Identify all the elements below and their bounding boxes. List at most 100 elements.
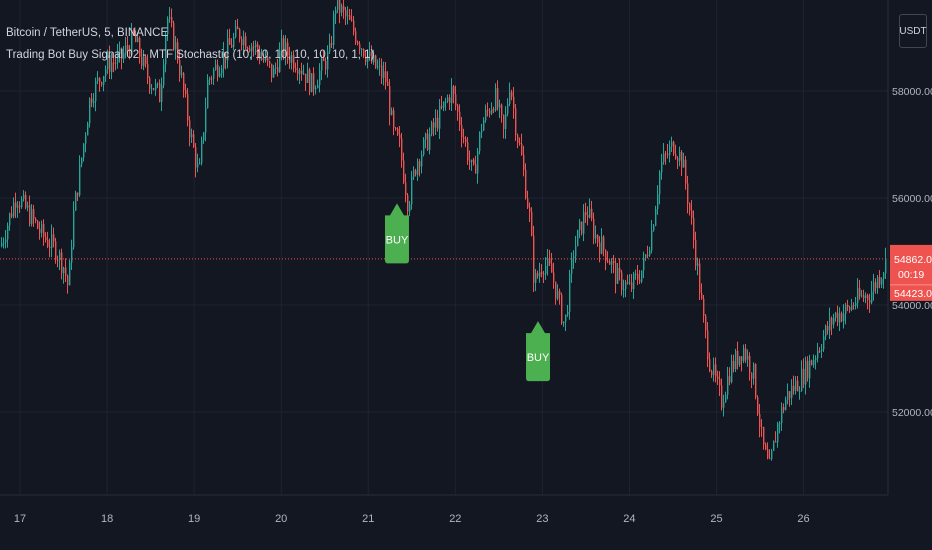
candle-body <box>859 288 861 297</box>
candle-body <box>45 236 47 240</box>
candle-body <box>285 42 287 56</box>
candle-body <box>711 371 713 376</box>
candle-body <box>671 141 673 147</box>
candle-body <box>605 249 607 262</box>
candle-body <box>805 360 807 385</box>
candle-body <box>137 38 139 43</box>
candle-body <box>809 360 811 379</box>
candle-body <box>269 61 271 64</box>
candle-body <box>797 380 799 392</box>
candle-body <box>687 183 689 204</box>
candle-body <box>303 73 305 75</box>
x-tick-label: 17 <box>14 513 26 525</box>
candle-body <box>157 83 159 85</box>
candle-body <box>163 64 165 86</box>
candle-body <box>689 203 691 211</box>
candle-body <box>539 272 541 277</box>
currency-button[interactable]: USDT <box>899 14 927 48</box>
candle-body <box>871 291 873 303</box>
candle-body <box>447 97 449 102</box>
candle-body <box>289 55 291 63</box>
candle-body <box>867 295 869 300</box>
candle-body <box>379 65 381 67</box>
candle-body <box>47 239 49 247</box>
candle-body <box>41 223 43 233</box>
candle-body <box>631 282 633 290</box>
candle-body <box>309 69 311 93</box>
candle-body <box>699 263 701 294</box>
candle-body <box>635 273 637 275</box>
candle-body <box>863 295 865 299</box>
candle-body <box>829 318 831 331</box>
candle-body <box>755 363 757 398</box>
candle-body <box>583 212 585 234</box>
candle-body <box>115 62 117 64</box>
candle-body <box>557 291 559 299</box>
candle-body <box>731 360 733 382</box>
candle-body <box>475 164 477 174</box>
candle-body <box>839 313 841 323</box>
candle-body <box>383 71 385 78</box>
candle-body <box>325 61 327 70</box>
candle-body <box>101 82 103 85</box>
candle-body <box>665 153 667 155</box>
candle-body <box>385 71 387 82</box>
candle-body <box>633 273 635 290</box>
candle-body <box>305 73 307 83</box>
candle-body <box>847 304 849 308</box>
candle-body <box>553 272 555 282</box>
candle-body <box>225 52 227 61</box>
candle-body <box>507 103 509 114</box>
candle-body <box>845 304 847 314</box>
candle-body <box>359 43 361 50</box>
candle-body <box>729 376 731 382</box>
candle-body <box>593 218 595 239</box>
candle-body <box>109 55 111 72</box>
countdown-label: 00:19 <box>898 269 924 281</box>
candle-body <box>625 282 627 290</box>
candle-body <box>575 246 577 257</box>
candle-body <box>855 303 857 306</box>
candle-body <box>795 380 797 391</box>
candle-body <box>851 305 853 310</box>
candle-body <box>205 108 207 133</box>
candle-body <box>551 263 553 273</box>
candle-body <box>331 43 333 45</box>
candle-body <box>861 295 863 297</box>
candle-body <box>265 57 267 61</box>
candle-body <box>271 63 273 78</box>
candle-body <box>317 84 319 89</box>
candle-body <box>43 223 45 237</box>
candle-body <box>167 18 169 35</box>
candle-body <box>21 199 23 208</box>
candle-body <box>357 42 359 44</box>
candle-body <box>833 317 835 325</box>
candle-body <box>465 138 467 143</box>
candle-body <box>535 273 537 283</box>
candle-body <box>3 242 5 244</box>
candle-body <box>801 368 803 391</box>
candle-body <box>591 208 593 219</box>
candle-body <box>467 142 469 161</box>
candle-body <box>683 159 685 168</box>
candle-body <box>219 73 221 77</box>
y-tick-label: 54000.00 <box>892 300 932 312</box>
candle-body <box>653 225 655 231</box>
candle-body <box>715 364 717 377</box>
candle-body <box>501 104 503 115</box>
candle-body <box>287 42 289 56</box>
candle-body <box>81 157 83 165</box>
candle-body <box>171 17 173 23</box>
candle-body <box>567 312 569 315</box>
candle-body <box>817 350 819 359</box>
candle-body <box>73 210 75 248</box>
candle-body <box>601 236 603 254</box>
candle-body <box>873 282 875 292</box>
candle-body <box>183 73 185 91</box>
candle-body <box>425 133 427 140</box>
candle-body <box>57 259 59 261</box>
candle-body <box>381 65 383 78</box>
candle-body <box>703 298 705 316</box>
